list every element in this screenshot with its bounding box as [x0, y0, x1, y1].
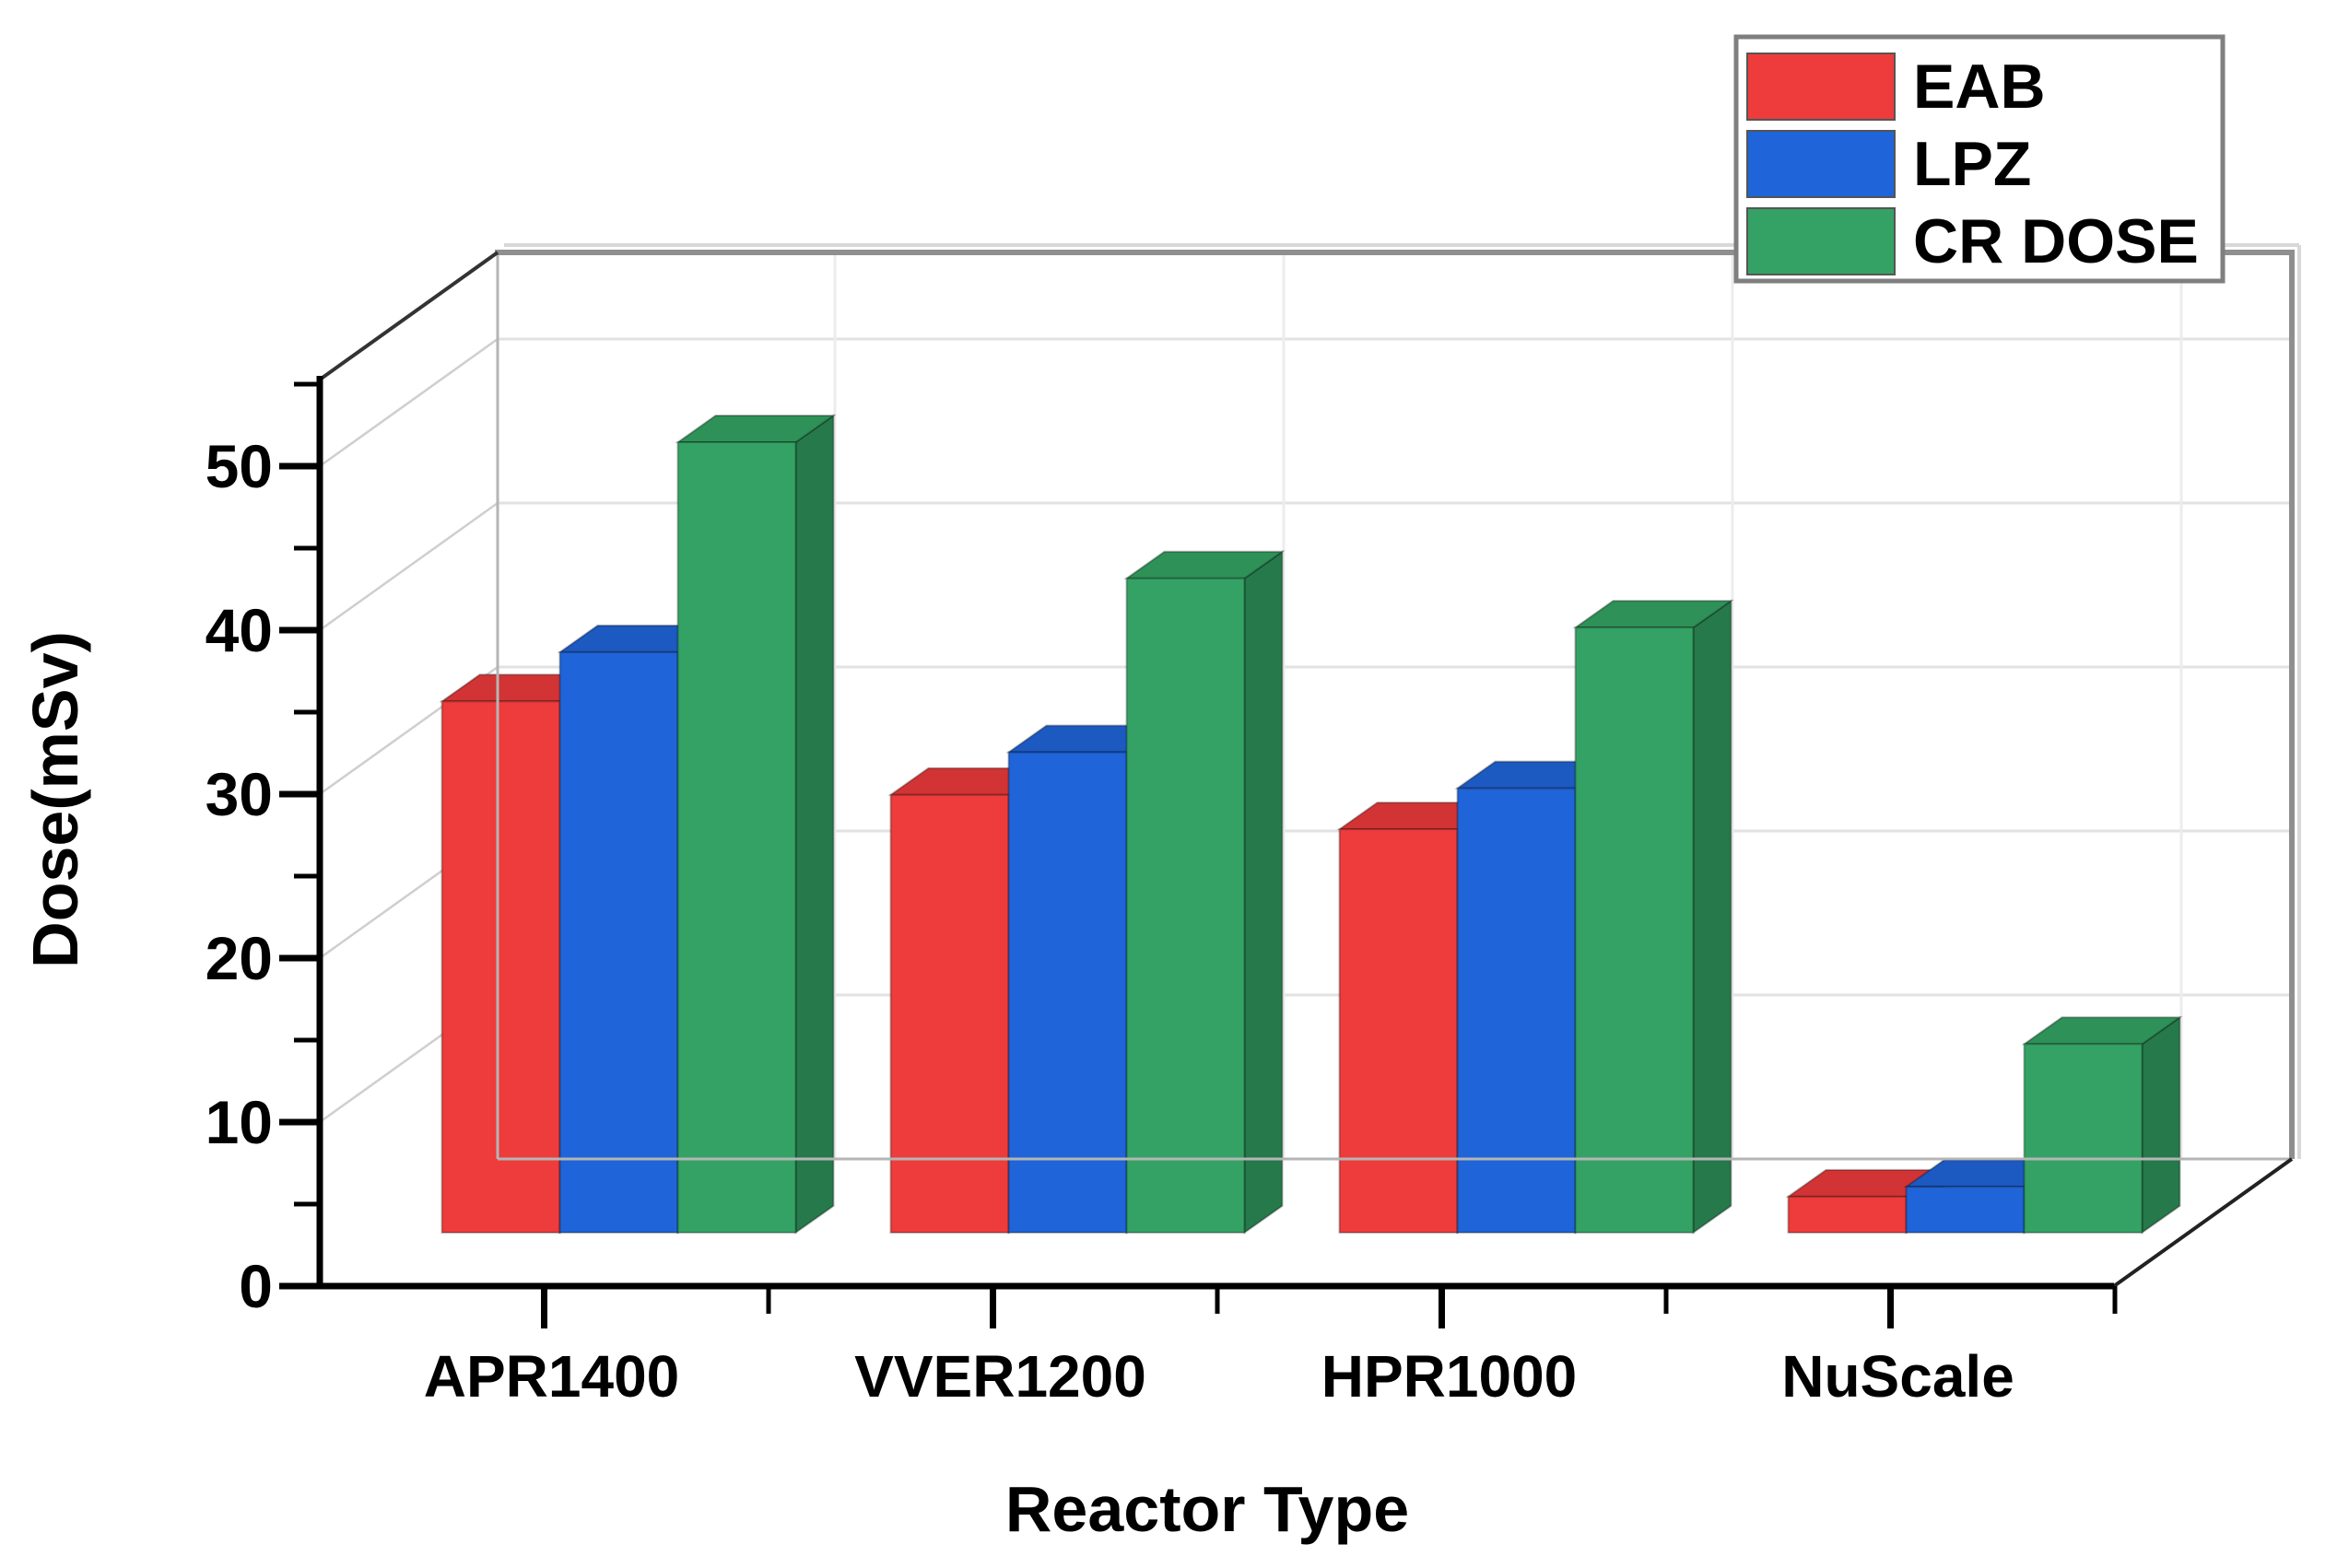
x-axis-label: Reactor Type: [1005, 1473, 1409, 1545]
y-axis-label: Dose(mSv): [19, 631, 91, 968]
legend-swatch-eab: [1746, 53, 1896, 121]
bar-CR DOSE-VVER1200: [1125, 577, 1246, 1234]
bar-side-CR DOSE-NuScale: [2141, 1015, 2181, 1235]
grid-leftwall-50: [319, 337, 499, 468]
x-tick-label-VVER1200: VVER1200: [854, 1343, 1146, 1410]
bar-EAB-APR1400: [440, 700, 561, 1234]
y-tick-label-20: 20: [206, 924, 273, 992]
bar-LPZ-HPR1000: [1456, 787, 1577, 1234]
bar-EAB-NuScale: [1787, 1195, 1908, 1234]
bar-EAB-HPR1000: [1338, 828, 1459, 1234]
y-tick-label-30: 30: [206, 760, 273, 828]
bar-LPZ-APR1400: [558, 650, 679, 1234]
y-tick-label-10: 10: [206, 1088, 273, 1156]
legend-label-eab: EAB: [1913, 52, 2046, 122]
legend-swatch-cr-dose: [1746, 207, 1896, 275]
x-tick-label-APR1400: APR1400: [424, 1343, 680, 1410]
bar-CR DOSE-APR1400: [676, 441, 797, 1235]
bar-EAB-VVER1200: [889, 793, 1010, 1234]
legend-label-cr-dose: CR DOSE: [1913, 206, 2199, 276]
bottom-right-diagonal: [2112, 1157, 2294, 1288]
bar-side-CR DOSE-HPR1000: [1692, 599, 1732, 1235]
legend-swatch-lpz: [1746, 130, 1896, 198]
legend: EAB LPZ CR DOSE: [1733, 34, 2225, 284]
bar-side-CR DOSE-VVER1200: [1243, 549, 1284, 1235]
bar-LPZ-VVER1200: [1007, 751, 1128, 1234]
y-tick-label-40: 40: [206, 596, 273, 664]
bar-CR DOSE-NuScale: [2023, 1043, 2143, 1235]
y-tick-label-0: 0: [239, 1252, 273, 1320]
x-tick-label-HPR1000: HPR1000: [1321, 1343, 1578, 1410]
y-tick-label-50: 50: [206, 432, 273, 500]
grid-leftwall-40: [319, 501, 499, 632]
top-left-diagonal: [318, 251, 499, 381]
bar-CR DOSE-HPR1000: [1574, 626, 1695, 1234]
x-tick-label-NuScale: NuScale: [1781, 1343, 2014, 1410]
bar-side-CR DOSE-APR1400: [794, 414, 835, 1235]
bar-LPZ-NuScale: [1905, 1186, 2026, 1235]
axis-ticks: 0 10 20 30 40 50 APR1400 VVER1200 HPR1000 NuScale: [206, 381, 2118, 1410]
legend-label-lpz: LPZ: [1913, 129, 2031, 199]
